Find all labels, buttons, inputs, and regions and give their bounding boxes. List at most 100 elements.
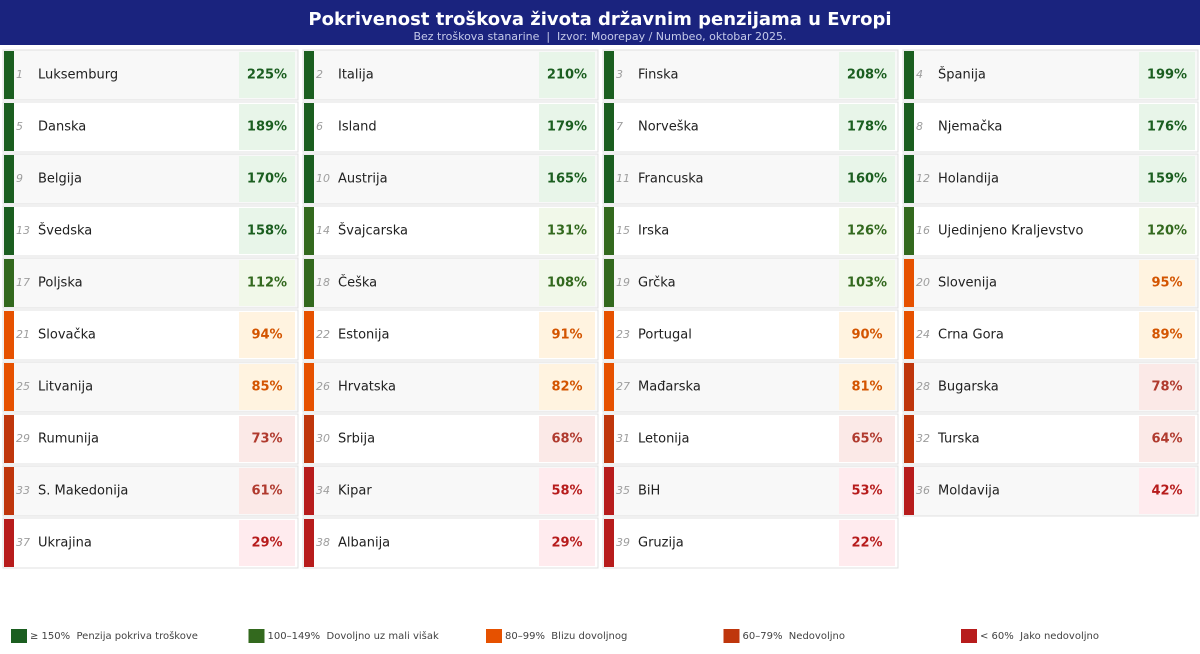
country: Njemačka [938, 120, 1002, 135]
value-box [1139, 52, 1195, 98]
header-band [0, 0, 1200, 45]
value: 208% [847, 68, 887, 83]
rank: 34 [316, 484, 330, 497]
rank: 30 [316, 432, 330, 445]
rank: 15 [616, 224, 630, 237]
country: Irska [638, 224, 669, 239]
rank: 23 [616, 328, 630, 341]
value-box [1139, 364, 1195, 410]
country: Litvanija [38, 380, 93, 395]
tier-bar [304, 259, 314, 307]
tier-bar [304, 519, 314, 567]
value-box [239, 520, 295, 566]
tier-bar [904, 51, 914, 99]
value-box [1139, 156, 1195, 202]
value: 160% [847, 172, 887, 187]
country: S. Makedonija [38, 484, 128, 499]
value-box [839, 520, 895, 566]
rank: 26 [316, 380, 330, 393]
country: Ukrajina [38, 536, 92, 551]
country: Kipar [338, 484, 372, 499]
tier-bar [4, 259, 14, 307]
rank: 9 [16, 172, 23, 185]
value-box [539, 156, 595, 202]
country: Turska [937, 432, 980, 447]
value-box [539, 364, 595, 410]
legend-swatch [961, 629, 977, 643]
country: Francuska [638, 172, 704, 187]
value: 95% [1151, 276, 1182, 291]
legend-label: < 60% Jako nedovoljno [980, 631, 1099, 642]
tier-bar [4, 311, 14, 359]
tier-bar [4, 207, 14, 255]
legend-label: 80–99% Blizu dovoljnog [505, 631, 627, 642]
country: BiH [638, 484, 660, 499]
tier-bar [304, 103, 314, 151]
legend-label: 60–79% Nedovoljno [743, 631, 845, 642]
value: 103% [847, 276, 887, 291]
country: Švedska [38, 223, 92, 239]
value-box [1139, 260, 1195, 306]
value-box [839, 156, 895, 202]
rank: 7 [616, 120, 623, 133]
country: Letonija [638, 432, 690, 447]
value: 210% [547, 68, 587, 83]
value: 89% [1151, 328, 1182, 343]
country: Estonija [338, 328, 389, 343]
legend-label: 100–149% Dovoljno uz mali višak [268, 630, 439, 642]
tier-bar [4, 519, 14, 567]
tier-bar [604, 311, 614, 359]
value-box [239, 104, 295, 150]
value: 68% [551, 432, 582, 447]
value: 158% [247, 224, 287, 239]
value: 199% [1147, 68, 1187, 83]
rank: 28 [916, 380, 930, 393]
legend-swatch [248, 629, 265, 643]
tier-bar [304, 415, 314, 463]
value: 81% [851, 380, 882, 395]
rank: 10 [316, 172, 330, 185]
legend-label: ≥ 150% Penzija pokriva troškove [30, 630, 198, 642]
rank: 17 [16, 276, 30, 289]
rank: 36 [916, 484, 930, 497]
country: Italija [338, 68, 374, 83]
tier-bar [904, 363, 914, 411]
value-box [239, 52, 295, 98]
tier-bar [304, 363, 314, 411]
legend-swatch [723, 629, 740, 643]
subtitle: Bez troškova stanarine | Izvor: Moorepay… [413, 30, 786, 43]
tier-bar [604, 103, 614, 151]
value: 108% [547, 276, 587, 291]
rank: 38 [316, 536, 330, 549]
value: 159% [1147, 172, 1187, 187]
rank: 37 [16, 536, 30, 549]
value: 94% [251, 328, 282, 343]
rank: 35 [616, 484, 630, 497]
tier-bar [304, 51, 314, 99]
rank: 39 [616, 536, 630, 549]
value: 73% [251, 432, 282, 447]
rank: 33 [16, 484, 30, 497]
tier-bar [304, 207, 314, 255]
rank: 5 [16, 120, 23, 133]
rank: 31 [616, 432, 630, 445]
value-box [1139, 468, 1195, 514]
rank: 1 [16, 68, 23, 81]
legend-swatch [11, 629, 27, 643]
tier-bar [904, 207, 914, 255]
value: 22% [851, 536, 882, 551]
tier-bar [904, 467, 914, 515]
rank: 8 [916, 120, 923, 133]
tier-bar [904, 415, 914, 463]
value: 170% [247, 172, 287, 187]
tier-bar [904, 311, 914, 359]
country: Crna Gora [938, 328, 1004, 343]
rank: 24 [916, 328, 930, 341]
value-box [839, 260, 895, 306]
value: 82% [551, 380, 582, 395]
value: 29% [551, 536, 582, 551]
value: 42% [1151, 484, 1182, 499]
rank: 2 [316, 68, 323, 81]
value: 176% [1147, 120, 1187, 135]
